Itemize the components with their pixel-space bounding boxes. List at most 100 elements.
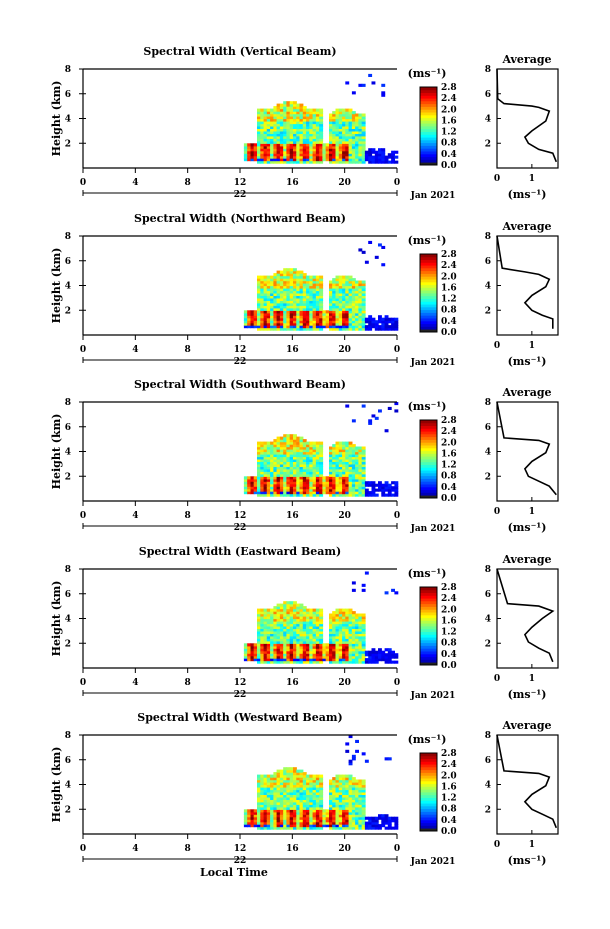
heatmap-cell	[338, 648, 343, 652]
heatmap-cell	[358, 478, 363, 482]
heatmap-cell	[286, 103, 291, 107]
heatmap-cell	[263, 133, 268, 137]
heatmap-cell	[279, 650, 284, 654]
heatmap-cell	[312, 791, 317, 795]
heatmap-cell	[361, 325, 366, 329]
heatmap-cell	[263, 320, 268, 324]
heatmap-cell	[270, 628, 274, 632]
heatmap-cell	[345, 616, 350, 620]
heatmap-cell	[299, 121, 304, 125]
heatmap-cell	[348, 618, 353, 622]
heatmap-cell	[276, 302, 281, 306]
heatmap-cell	[299, 826, 304, 830]
heatmap-cell	[338, 444, 343, 448]
heatmap-cell	[273, 491, 278, 495]
heatmap-cell	[263, 108, 268, 112]
heatmap-cell	[273, 809, 278, 813]
heatmap-cell	[266, 125, 271, 129]
heatmap-cell	[322, 478, 327, 482]
heatmap-cell	[263, 821, 268, 825]
heatmap-cell	[348, 821, 353, 825]
heatmap-cell	[306, 473, 310, 477]
panel-svg: Spectral Width (Northward Beam)2468Heigh…	[50, 212, 559, 368]
colorbar-step	[420, 814, 437, 818]
heatmap-cell	[351, 486, 356, 490]
heatmap-cell	[299, 777, 304, 781]
heatmap-cell	[315, 320, 320, 324]
heatmap-cell	[312, 789, 317, 793]
heatmap-cell	[293, 648, 297, 652]
heatmap-cell	[273, 613, 278, 617]
heatmap-cell	[358, 488, 363, 492]
heatmap-cell	[345, 650, 350, 654]
heatmap-cell	[293, 123, 297, 127]
heatmap-cell	[306, 285, 310, 289]
heatmap-cell	[276, 111, 281, 115]
heatmap-cell	[345, 288, 350, 292]
heatmap-cell	[247, 658, 252, 662]
colorbar-step	[420, 162, 437, 166]
heatmap-cell	[384, 315, 389, 319]
colorbar-step	[420, 614, 437, 619]
heatmap-cell	[263, 325, 268, 329]
heatmap-cell	[378, 158, 382, 162]
heatmap-cell	[293, 643, 297, 647]
heatmap-cell	[276, 488, 281, 492]
colorbar-step	[420, 447, 437, 452]
heatmap-cell	[355, 449, 359, 453]
heatmap-cell	[329, 128, 333, 132]
heatmap-cell	[361, 784, 366, 788]
heatmap-cell	[289, 640, 294, 644]
colorbar-step	[420, 794, 437, 798]
heatmap-cell	[299, 135, 304, 139]
heatmap-cell	[253, 809, 258, 813]
heatmap-cell	[302, 278, 307, 282]
heatmap-cell	[315, 774, 320, 778]
heatmap-cell	[260, 456, 265, 460]
heatmap-cell	[319, 821, 324, 825]
heatmap-cell	[257, 653, 261, 657]
heatmap-cell	[299, 801, 304, 805]
heatmap-cell	[293, 150, 297, 154]
heatmap-cell	[348, 302, 353, 306]
heatmap-cell	[309, 826, 314, 830]
heatmap-cell	[351, 826, 356, 830]
date-label: 22	[234, 523, 247, 533]
heatmap-cell	[293, 471, 297, 475]
heatmap-cell	[361, 83, 366, 87]
heatmap-cell	[325, 488, 330, 492]
heatmap-cell	[296, 103, 301, 107]
colorbar-tick-label: 2.4	[441, 427, 457, 437]
heatmap-cell	[315, 302, 320, 306]
heatmap-cell	[247, 816, 252, 820]
heatmap-cell	[312, 821, 317, 825]
heatmap-cell	[355, 466, 359, 470]
heatmap-cell	[286, 471, 291, 475]
heatmap-cell	[306, 476, 310, 480]
heatmap-cell	[319, 782, 324, 786]
heatmap-cell	[348, 801, 353, 805]
heatmap-cell	[260, 133, 265, 137]
heatmap-cell	[338, 824, 343, 828]
colorbar-tick-label: 0.8	[441, 306, 457, 316]
heatmap-cell	[257, 628, 261, 632]
heatmap-cell	[335, 821, 340, 825]
heatmap-cell	[338, 312, 343, 316]
heatmap-cell	[312, 288, 317, 292]
heatmap-cell	[345, 749, 350, 753]
heatmap-cell	[286, 118, 291, 122]
heatmap-cell	[299, 476, 304, 480]
heatmap-cell	[289, 128, 294, 132]
heatmap-cell	[329, 618, 333, 622]
heatmap-cell	[270, 322, 274, 326]
heatmap-cell	[247, 811, 252, 815]
heatmap-cell	[315, 478, 320, 482]
heatmap-cell	[266, 608, 271, 612]
colorbar-tick-label: 0.4	[441, 650, 457, 660]
heatmap-cell	[361, 121, 366, 125]
heatmap-cell	[260, 483, 265, 487]
heatmap-cell	[312, 660, 317, 664]
heatmap-cell	[289, 658, 294, 662]
heatmap-cell	[348, 320, 353, 324]
heatmap-cell	[299, 140, 304, 144]
